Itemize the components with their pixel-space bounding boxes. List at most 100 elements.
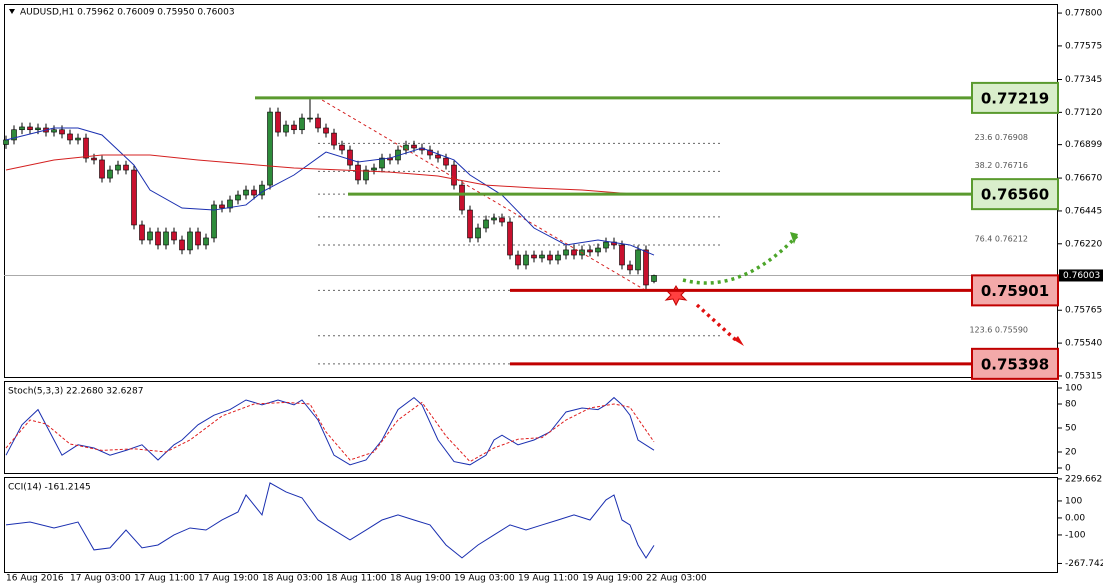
candle-body — [467, 209, 473, 239]
x-tick-label: 17 Aug 03:00 — [70, 574, 131, 584]
x-tick-label: 19 Aug 19:00 — [582, 574, 643, 584]
level-box — [971, 81, 1059, 114]
candle-body — [267, 111, 273, 186]
x-tick-label: 22 Aug 03:00 — [646, 574, 707, 584]
candle-body — [11, 129, 17, 141]
candle-body — [35, 127, 41, 131]
candle-body — [107, 169, 113, 179]
candle-body — [451, 164, 457, 186]
candle-body — [587, 249, 593, 253]
candle-body — [251, 189, 257, 196]
candle-body — [27, 126, 33, 131]
y-tick-label: 0.77800 — [1065, 9, 1102, 19]
y-tick-label: 0.76670 — [1065, 174, 1102, 184]
x-tick-label: 17 Aug 11:00 — [134, 574, 195, 584]
candle-body — [475, 227, 481, 239]
candle-body — [235, 194, 241, 201]
level-label: 0.75398 — [981, 355, 1049, 373]
x-tick-label: 17 Aug 19:00 — [198, 574, 259, 584]
y-tick-label: 0.00 — [1065, 513, 1085, 523]
indicator-line — [5, 482, 655, 559]
candle-body — [259, 184, 265, 196]
candle-body — [627, 264, 633, 271]
x-tick-label: 18 Aug 19:00 — [390, 574, 451, 584]
indicator-line — [5, 401, 655, 463]
x-tick-label: 18 Aug 11:00 — [326, 574, 387, 584]
current-price-tag — [1059, 269, 1103, 282]
candle-body — [347, 149, 353, 166]
candle-body — [139, 224, 145, 241]
candle-body — [67, 133, 73, 141]
candle-body — [75, 137, 81, 141]
fib-label: 23.6 0.76908 — [975, 133, 1028, 142]
indicator-line — [5, 154, 647, 196]
candle-body — [619, 244, 625, 266]
y-tick-label: -267.7423 — [1065, 559, 1103, 569]
candle-body — [3, 139, 9, 145]
candle-body — [459, 184, 465, 211]
candle-body — [291, 124, 297, 131]
candle-body — [243, 189, 249, 196]
candle-body — [283, 124, 289, 133]
candle-body — [123, 164, 129, 171]
fib-label: 76.4 0.76212 — [975, 234, 1028, 243]
current-price-label: 0.76003 — [1063, 271, 1100, 281]
candle-body — [19, 126, 25, 131]
candle-body — [219, 204, 225, 209]
y-tick-label: 0.77120 — [1065, 108, 1102, 118]
down-arrow — [695, 303, 740, 344]
candle-body — [91, 157, 97, 161]
y-tick-label: 0.76445 — [1065, 206, 1102, 216]
y-tick-label: 0.77575 — [1065, 41, 1102, 51]
stoch-panel — [4, 381, 1058, 474]
level-box — [971, 347, 1059, 380]
candle-body — [99, 159, 105, 179]
candle-body — [363, 169, 369, 181]
y-tick-label: -100 — [1065, 530, 1086, 540]
candle-body — [483, 219, 489, 229]
candle-body — [371, 167, 377, 171]
candle-body — [651, 275, 657, 282]
x-tick-label: 19 Aug 03:00 — [454, 574, 515, 584]
y-tick-label: 0.75765 — [1065, 306, 1102, 316]
candle-body — [531, 254, 537, 259]
y-tick-label: 229.6627 — [1065, 474, 1103, 484]
candle-body — [83, 137, 89, 159]
candle-body — [643, 249, 649, 286]
candle-body — [403, 144, 409, 151]
candle-body — [555, 254, 561, 261]
candle-body — [491, 217, 497, 221]
price-header: AUDUSD,H1 0.75962 0.76009 0.75950 0.7600… — [20, 8, 235, 18]
candle-body — [59, 129, 65, 135]
candle-body — [547, 254, 553, 261]
candle-body — [195, 231, 201, 246]
indicator-line — [5, 396, 655, 466]
up-arrow-head — [790, 232, 798, 244]
candle-body — [507, 221, 513, 256]
y-tick-label: 50 — [1065, 424, 1077, 434]
candle-body — [315, 117, 321, 129]
cci-panel — [4, 477, 1058, 573]
candle-body — [515, 254, 521, 266]
y-tick-label: 100 — [1065, 384, 1082, 394]
candle-body — [147, 231, 153, 241]
cci-title: CCI(14) -161.2145 — [8, 483, 91, 493]
candle-body — [323, 127, 329, 134]
level-box — [971, 178, 1059, 211]
candle-body — [427, 149, 433, 156]
candle-body — [227, 199, 233, 209]
candle-body — [211, 204, 217, 239]
candle-body — [435, 154, 441, 159]
candle-body — [155, 231, 161, 246]
candle-body — [299, 117, 305, 131]
x-tick-label: 19 Aug 11:00 — [518, 574, 579, 584]
candle-body — [131, 169, 137, 226]
fib-label: 38.2 0.76716 — [975, 161, 1028, 170]
x-tick-label: 18 Aug 03:00 — [262, 574, 323, 584]
candle-body — [603, 241, 609, 249]
y-tick-label: 0.75315 — [1065, 371, 1102, 381]
x-tick-label: 16 Aug 2016 — [6, 574, 64, 584]
candle-body — [115, 164, 121, 171]
